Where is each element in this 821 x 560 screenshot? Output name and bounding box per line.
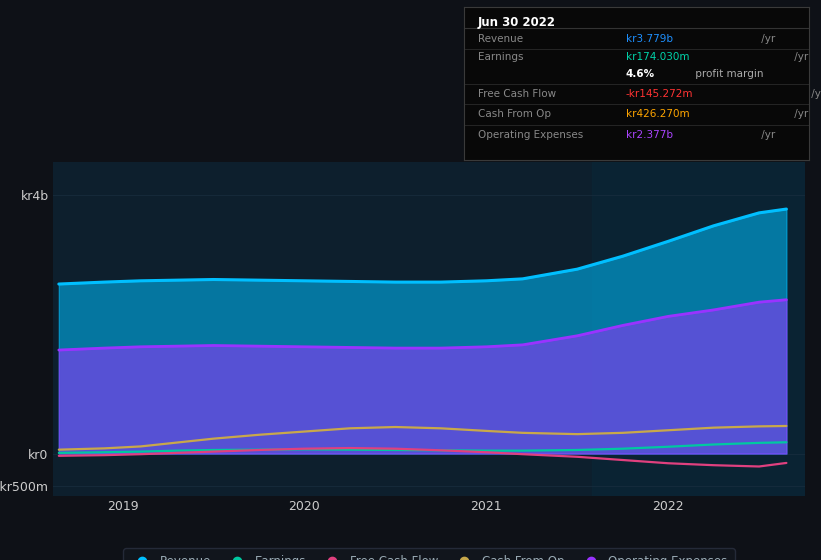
Text: Earnings: Earnings <box>478 52 523 62</box>
Text: kr426.270m: kr426.270m <box>626 109 690 119</box>
Text: 4.6%: 4.6% <box>626 69 655 80</box>
Text: Revenue: Revenue <box>478 34 523 44</box>
Legend: Revenue, Earnings, Free Cash Flow, Cash From Op, Operating Expenses: Revenue, Earnings, Free Cash Flow, Cash … <box>123 548 735 560</box>
Text: -kr145.272m: -kr145.272m <box>626 89 694 99</box>
Text: /yr: /yr <box>791 52 809 62</box>
Bar <box>592 162 821 496</box>
Text: /yr: /yr <box>791 109 809 119</box>
Text: Jun 30 2022: Jun 30 2022 <box>478 16 556 30</box>
Text: Operating Expenses: Operating Expenses <box>478 130 583 140</box>
Text: /yr: /yr <box>759 34 776 44</box>
Text: kr2.377b: kr2.377b <box>626 130 673 140</box>
Text: kr3.779b: kr3.779b <box>626 34 673 44</box>
Text: Free Cash Flow: Free Cash Flow <box>478 89 556 99</box>
Text: /yr: /yr <box>808 89 821 99</box>
Text: Cash From Op: Cash From Op <box>478 109 551 119</box>
Text: kr174.030m: kr174.030m <box>626 52 690 62</box>
Text: /yr: /yr <box>759 130 776 140</box>
Text: profit margin: profit margin <box>692 69 764 80</box>
